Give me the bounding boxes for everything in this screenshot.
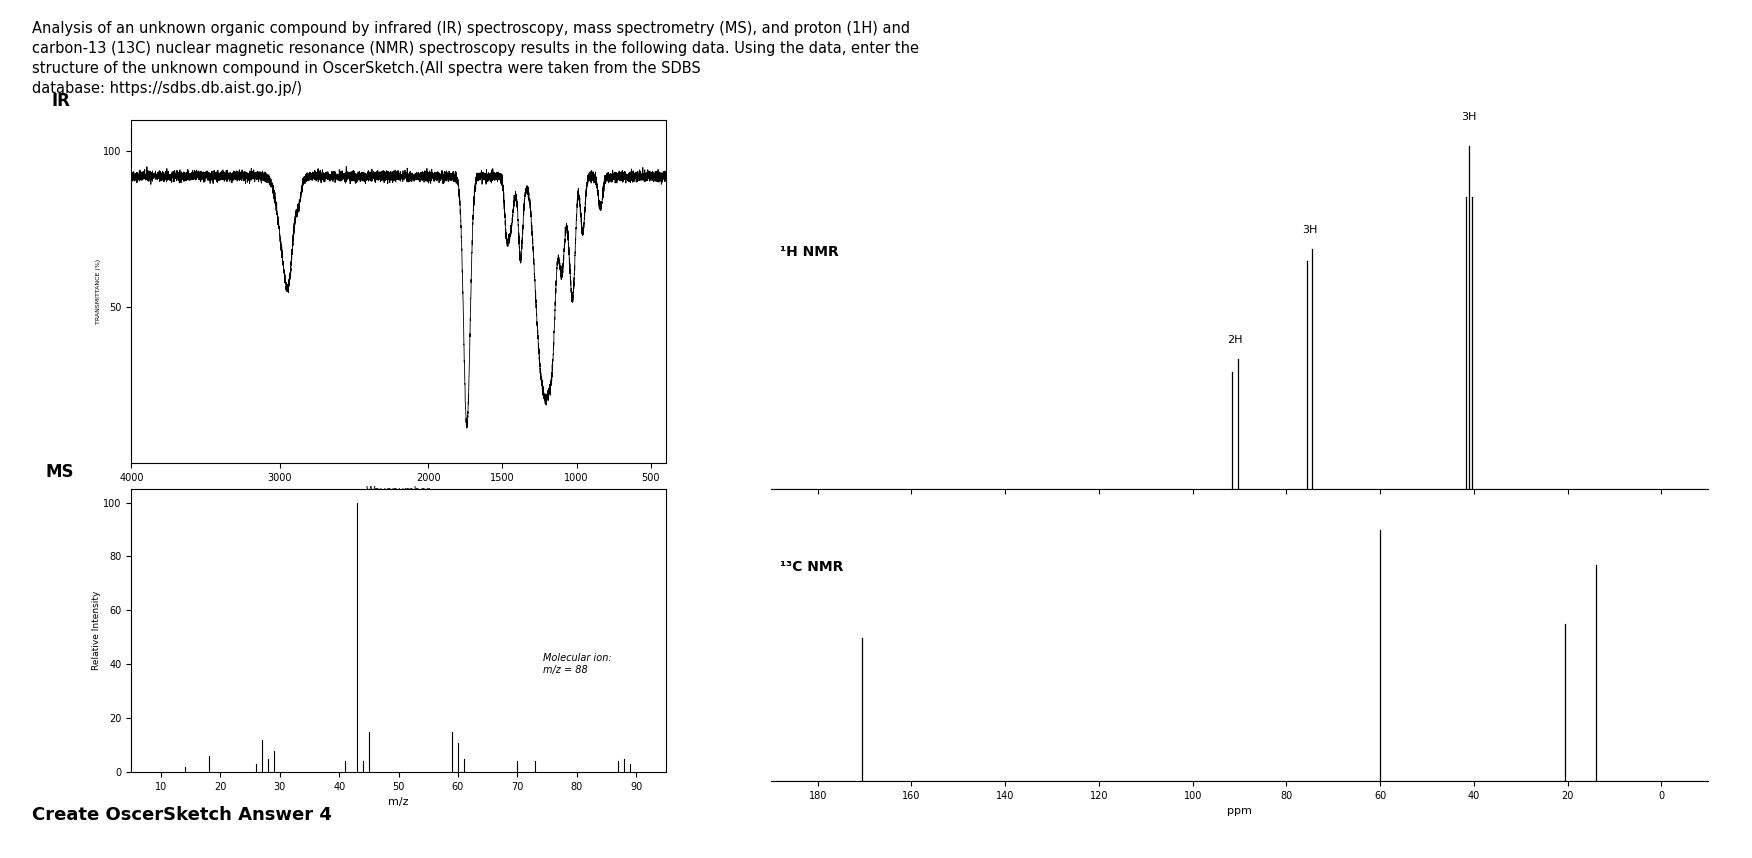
Text: Molecular ion:
m/z = 88: Molecular ion: m/z = 88 [543, 653, 611, 675]
Y-axis label: Relative Intensity: Relative Intensity [91, 591, 100, 670]
Text: 3H: 3H [1302, 225, 1318, 235]
Text: MS: MS [46, 462, 74, 480]
Text: Create OscerSketch Answer 4: Create OscerSketch Answer 4 [32, 806, 331, 824]
Text: 2H: 2H [1226, 335, 1242, 345]
Text: ¹³C NMR: ¹³C NMR [780, 560, 844, 574]
Text: IR: IR [51, 92, 70, 110]
Text: Analysis of an unknown organic compound by infrared (IR) spectroscopy, mass spec: Analysis of an unknown organic compound … [32, 21, 918, 96]
X-axis label: ppm: ppm [1226, 514, 1253, 524]
Text: 3H: 3H [1461, 112, 1477, 122]
Text: ¹H NMR: ¹H NMR [780, 245, 839, 259]
X-axis label: Wavenumber
(cm⁻¹): Wavenumber (cm⁻¹) [366, 486, 431, 507]
X-axis label: m/z: m/z [389, 797, 408, 807]
Y-axis label: TRANSMITTANCE (%): TRANSMITTANCE (%) [96, 259, 100, 324]
X-axis label: ppm: ppm [1226, 806, 1253, 816]
